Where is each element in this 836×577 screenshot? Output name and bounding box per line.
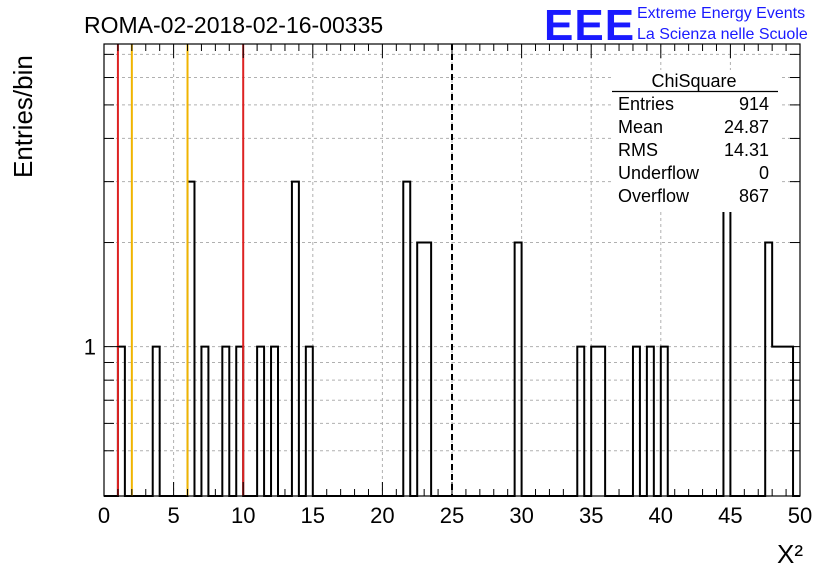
x-tick-label: 40	[649, 503, 673, 528]
stats-row-value: 867	[739, 186, 769, 206]
histogram-bin	[153, 347, 160, 496]
stats-box-background	[612, 70, 780, 212]
stats-row-value: 24.87	[724, 117, 769, 137]
x-tick-label: 15	[301, 503, 325, 528]
grid-lines	[104, 44, 800, 496]
axis-ticks	[103, 44, 801, 496]
x-tick-label: 30	[509, 503, 533, 528]
histogram-bin	[403, 182, 410, 496]
histogram-bin	[765, 243, 772, 496]
histogram-bin	[271, 347, 278, 496]
logo-mark: EEE	[544, 1, 635, 50]
stats-row-value: 0	[759, 163, 769, 183]
stats-row-label: Entries	[618, 94, 674, 114]
stats-row-label: Underflow	[618, 163, 700, 183]
eee-logo: EEE Extreme Energy Events La Scienza nel…	[544, 1, 808, 50]
stats-box: ChiSquare Entries 914 Mean 24.87 RMS 14.31 Und…	[612, 70, 780, 212]
histogram-bin	[118, 347, 125, 496]
tick-labels: 0 5 10 15 20 25 30 35 40 45 50 1	[84, 335, 812, 528]
stats-row-label: RMS	[618, 140, 658, 160]
x-tick-label: 5	[167, 503, 179, 528]
logo-line-1: Extreme Energy Events	[637, 5, 805, 22]
stats-row-label: Overflow	[618, 186, 690, 206]
histogram-bin	[292, 182, 299, 496]
y-tick-label: 1	[84, 335, 96, 360]
x-tick-label: 45	[718, 503, 742, 528]
x-tick-label: 10	[231, 503, 255, 528]
x-tick-label: 25	[440, 503, 464, 528]
histogram-bin	[661, 347, 668, 496]
histogram-bin	[786, 347, 793, 496]
x-tick-label: 20	[370, 503, 394, 528]
histogram-bin	[647, 347, 654, 496]
x-tick-label: 50	[788, 503, 812, 528]
stats-box-name: ChiSquare	[651, 71, 736, 91]
histogram-bin	[188, 182, 195, 496]
histogram-bin	[515, 243, 522, 496]
logo-line-2: La Scienza nelle Scuole	[637, 26, 808, 43]
histogram-bin	[779, 347, 786, 496]
histogram-bin	[236, 347, 243, 496]
histogram-bin	[222, 347, 229, 496]
chart-title: ROMA-02-2018-02-16-00335	[84, 12, 383, 38]
histogram-bin	[577, 347, 584, 496]
histogram-bin	[598, 347, 605, 496]
histogram-bin	[772, 347, 779, 496]
histogram-bin	[417, 243, 424, 496]
histogram-bin	[591, 347, 598, 496]
x-tick-label: 35	[579, 503, 603, 528]
x-axis-label: X²	[777, 539, 803, 569]
y-axis-label: Entries/bin	[8, 55, 38, 178]
stats-row-value: 14.31	[724, 140, 769, 160]
stats-row-label: Mean	[618, 117, 663, 137]
histogram-bin	[201, 347, 208, 496]
reference-lines	[116, 44, 453, 496]
stats-row-value: 914	[739, 94, 769, 114]
histogram-bin	[633, 347, 640, 496]
stats-box-rows: Entries 914 Mean 24.87 RMS 14.31 Underflow 0 Ove…	[618, 94, 769, 206]
histogram-bin	[306, 347, 313, 496]
x-tick-label: 0	[98, 503, 110, 528]
histogram-bin	[424, 243, 431, 496]
histogram-bin	[257, 347, 264, 496]
